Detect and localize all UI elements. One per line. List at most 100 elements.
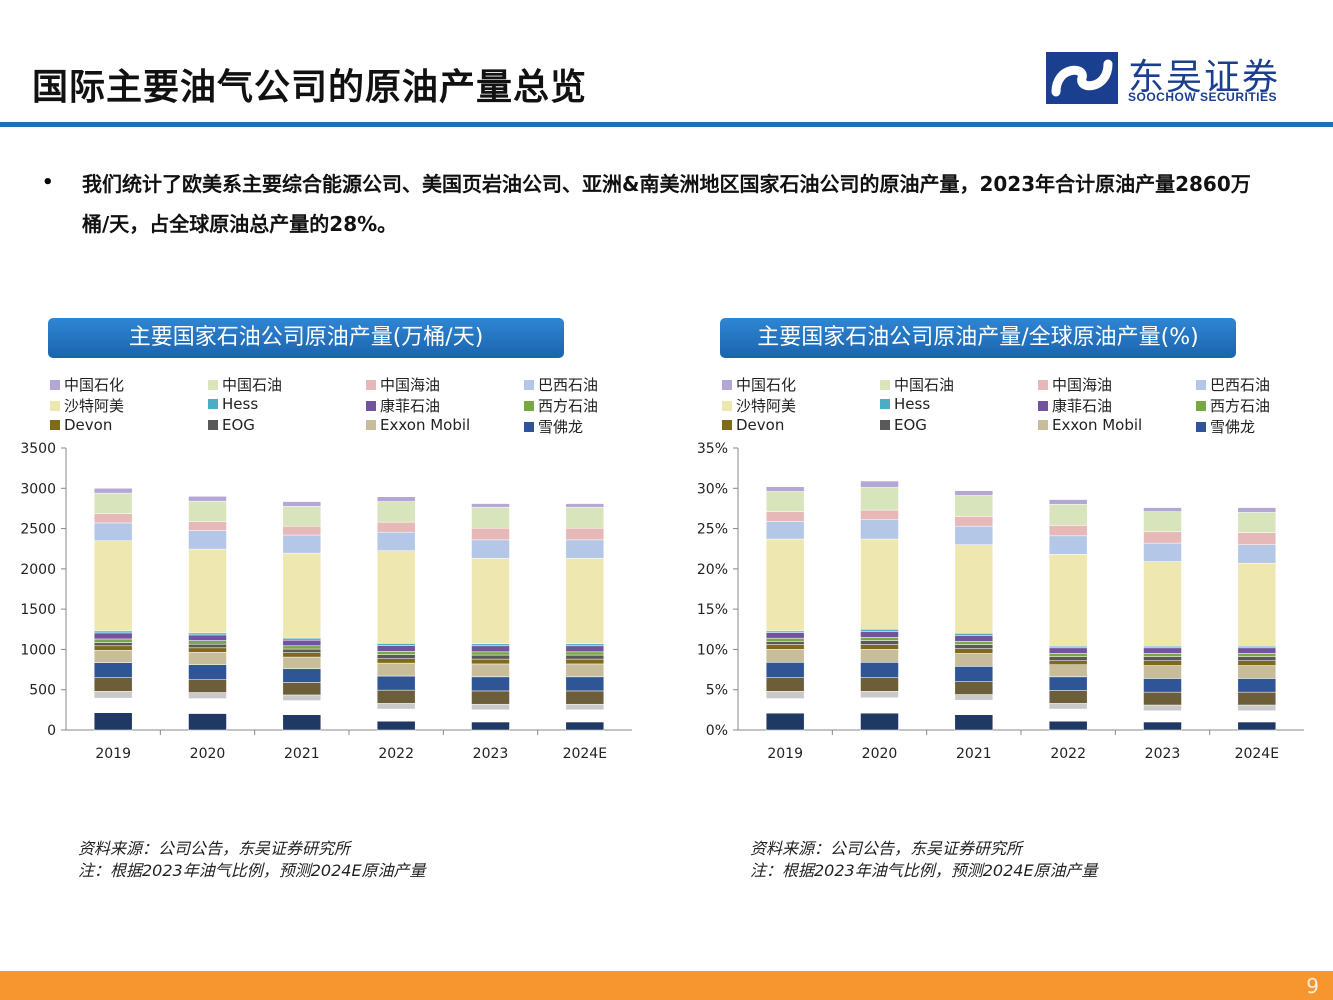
legend-label: Exxon Mobil	[1052, 416, 1143, 434]
bar-segment	[1143, 665, 1182, 679]
legend-swatch	[524, 401, 534, 411]
y-tick-label: 0%	[706, 723, 728, 739]
bar-segment	[860, 691, 899, 699]
bar-segment	[93, 540, 133, 632]
bar-segment	[954, 641, 994, 645]
bar-segment	[954, 516, 994, 527]
legend-swatch	[524, 422, 534, 432]
x-tick-label: 2019	[95, 746, 131, 762]
x-tick-label: 2022	[378, 746, 414, 762]
y-tick-label: 1500	[20, 602, 56, 618]
y-tick-label: 25%	[697, 522, 728, 538]
bar-segment	[471, 558, 510, 645]
bar-segment	[471, 676, 510, 692]
bar-segment	[765, 698, 805, 714]
x-tick-label: 2020	[862, 746, 898, 762]
bar-segment	[188, 634, 227, 641]
legend-label: 中国海油	[380, 376, 441, 394]
legend-label: 雪佛龙	[1210, 418, 1256, 436]
bar-segment	[93, 630, 133, 634]
y-tick-label: 30%	[697, 481, 728, 497]
y-tick-label: 10%	[697, 642, 728, 658]
bar-segment	[565, 658, 605, 665]
bar-segment	[1048, 554, 1088, 647]
bar-segment	[376, 703, 416, 710]
bar-segment	[282, 656, 322, 670]
x-tick-label: 2024E	[563, 746, 607, 762]
bar-segment	[1237, 562, 1277, 647]
bar-segment	[93, 662, 133, 678]
legend-label: 雪佛龙	[538, 418, 584, 436]
bar-segment	[471, 690, 510, 705]
legend-swatch	[1038, 401, 1048, 411]
bar-segment	[188, 530, 227, 550]
page-title: 国际主要油气公司的原油产量总览	[32, 67, 588, 108]
bar-segment	[1143, 531, 1182, 544]
legend-item: 中国海油	[1038, 374, 1112, 395]
bar-segment	[765, 662, 805, 678]
legend-label: 沙特阿美	[736, 397, 797, 415]
bar-segment	[93, 638, 133, 643]
bar-segment	[282, 682, 322, 696]
legend-swatch	[208, 399, 218, 409]
chart-panel-production: 主要国家石油公司原油产量(万桶/天) 中国石化 中国石油 中国海油 巴西石油 沙特阿美 H…	[0, 318, 640, 762]
bar-segment	[282, 645, 322, 650]
bar-segment	[565, 558, 605, 645]
bar-segment	[188, 678, 227, 693]
legend-swatch	[1196, 380, 1206, 390]
legend-swatch	[722, 401, 732, 411]
bar-segment	[93, 649, 133, 663]
bar-segment	[860, 487, 899, 511]
legend-item: Exxon Mobil	[1038, 416, 1142, 434]
bar-segment	[1237, 665, 1277, 679]
x-tick-label: 2024E	[1235, 746, 1279, 762]
bar-segment	[954, 633, 994, 636]
bar-segment	[1237, 678, 1277, 693]
bar-segment	[1048, 664, 1088, 678]
y-tick-label: 20%	[697, 562, 728, 578]
bar-segment	[565, 703, 605, 711]
legend-swatch	[1038, 380, 1048, 390]
legend-item: EOG	[880, 416, 927, 434]
bar-segment	[1237, 710, 1277, 723]
legend-label: 康菲石油	[380, 397, 441, 415]
bar-segment	[860, 509, 899, 520]
bar-segment	[860, 662, 899, 678]
bar-segment	[1048, 656, 1088, 661]
legend-swatch	[1196, 401, 1206, 411]
bar-segment	[565, 651, 605, 656]
bar-segment	[565, 645, 605, 653]
x-tick-label: 2020	[190, 746, 226, 762]
bar-segment	[765, 632, 805, 639]
bar-segment	[860, 629, 899, 632]
bar-segment	[282, 714, 322, 731]
bar-segment	[1143, 704, 1182, 711]
bar-segment	[188, 643, 227, 649]
bar-segment	[1048, 690, 1088, 704]
bar-segment	[376, 662, 416, 677]
bar-segment	[188, 496, 227, 502]
bar-segment	[565, 721, 605, 731]
bar-segment	[565, 506, 605, 529]
legend-swatch	[208, 420, 218, 430]
bar-segment	[188, 548, 227, 634]
bar-segment	[1143, 542, 1182, 562]
title-divider	[0, 122, 1333, 127]
y-tick-label: 2500	[20, 522, 56, 538]
bullet-point-icon: •	[42, 172, 54, 193]
bar-segment	[93, 632, 133, 640]
bar-segment	[471, 527, 510, 541]
bar-segment	[471, 539, 510, 559]
legend-label: 中国石化	[736, 376, 797, 394]
bar-segment	[376, 521, 416, 533]
bar-segment	[1048, 535, 1088, 555]
bar-segment	[565, 527, 605, 541]
legend-label: 中国石化	[64, 376, 125, 394]
bar-segment	[1237, 532, 1277, 545]
bar-segment	[1237, 691, 1277, 706]
bar-segment	[93, 691, 133, 699]
x-tick-label: 2021	[956, 746, 992, 762]
legend-item: Hess	[880, 395, 930, 413]
legend-swatch	[366, 380, 376, 390]
bar-segment	[93, 677, 133, 692]
